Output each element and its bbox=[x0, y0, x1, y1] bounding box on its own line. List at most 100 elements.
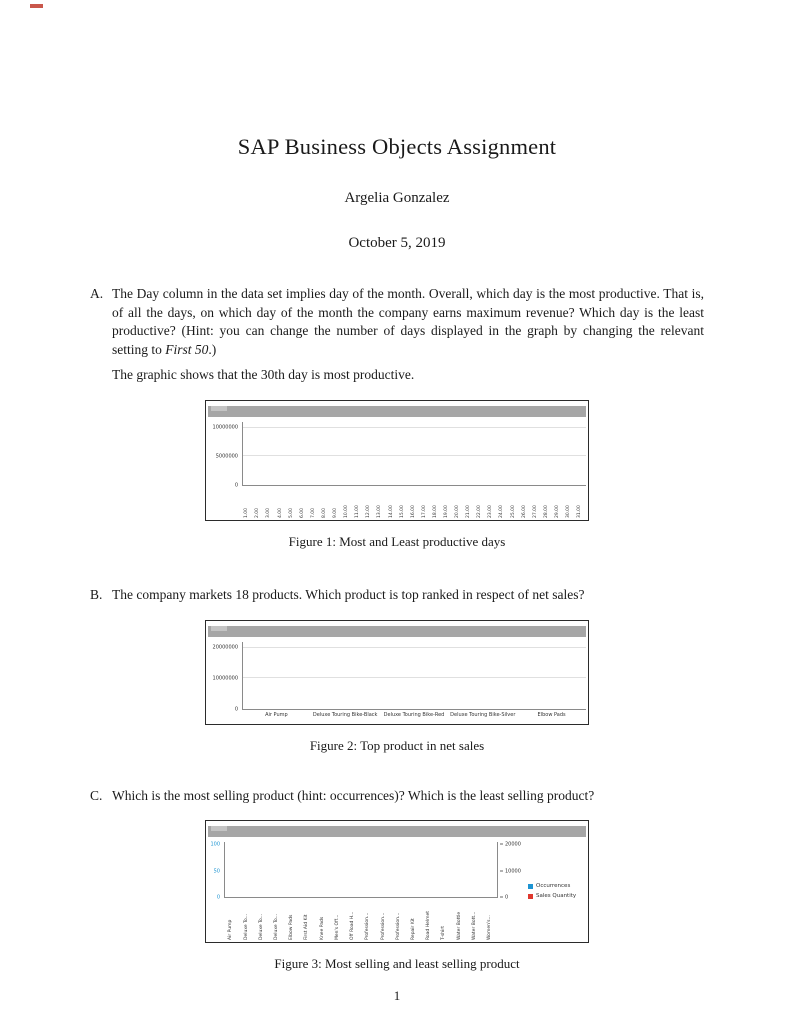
question-b: B. The company markets 18 products. Whic… bbox=[90, 586, 704, 605]
x-tick-label: Deluxe To... bbox=[270, 900, 285, 940]
x-tick-text: 13.00 bbox=[377, 505, 383, 518]
legend-label: Occurrences bbox=[536, 883, 571, 890]
x-tick-label: Deluxe To... bbox=[239, 900, 254, 940]
question-c: C. Which is the most selling product (hi… bbox=[90, 787, 704, 806]
x-tick-text: Women's... bbox=[487, 915, 493, 941]
y-tick-label: 0 bbox=[500, 895, 508, 901]
x-tick-text: 3.00 bbox=[266, 507, 272, 518]
chart-3-x-axis: Air Pump Deluxe To... Deluxe To... Deluxe T… bbox=[224, 900, 498, 940]
x-tick-label: 8.00 bbox=[320, 488, 331, 518]
question-b-label: B. bbox=[90, 586, 103, 602]
x-tick-text: Profession... bbox=[395, 912, 401, 941]
x-tick-text: 24.00 bbox=[499, 505, 505, 518]
x-tick-label: Air Pump bbox=[224, 900, 239, 940]
x-tick-label: First Aid Kit bbox=[300, 900, 315, 940]
x-tick-label: 1.00 bbox=[242, 488, 253, 518]
x-tick-label: 29.00 bbox=[553, 488, 564, 518]
page-corner-artifact bbox=[30, 4, 43, 8]
x-tick-text: T-shirt bbox=[441, 926, 447, 941]
x-tick-text: Profession... bbox=[365, 912, 371, 941]
x-tick-text: 1.00 bbox=[244, 507, 250, 518]
x-tick-label: Profession... bbox=[391, 900, 406, 940]
question-a-text: The Day column in the data set implies d… bbox=[112, 285, 704, 359]
x-tick-label: 30.00 bbox=[564, 488, 575, 518]
x-tick-text: Knee Pads bbox=[319, 916, 325, 941]
x-tick-label: 13.00 bbox=[375, 488, 386, 518]
x-tick-text: 25.00 bbox=[510, 505, 516, 518]
question-b-text: The company markets 18 products. Which p… bbox=[112, 586, 585, 602]
question-c-label: C. bbox=[90, 787, 103, 803]
chart-2-x-axis: Air Pump Deluxe Touring Bike-Black Deluxe … bbox=[242, 710, 586, 722]
x-tick-label: 19.00 bbox=[442, 488, 453, 518]
x-tick-label: 16.00 bbox=[408, 488, 419, 518]
x-tick-label: 22.00 bbox=[475, 488, 486, 518]
chart-3-right-y-axis: 20000 10000 0 bbox=[498, 842, 524, 901]
x-tick-text: Deluxe To... bbox=[243, 914, 249, 941]
x-tick-label: 17.00 bbox=[420, 488, 431, 518]
chart-1-x-axis: 1.00 2.00 3.00 4.00 5.00 6.00 7.00 8.00 9.00 10.0… bbox=[242, 488, 586, 518]
x-tick-text: 29.00 bbox=[554, 505, 560, 518]
x-tick-text: 31.00 bbox=[577, 505, 583, 518]
x-tick-label: 6.00 bbox=[297, 488, 308, 518]
x-tick-label: 28.00 bbox=[542, 488, 553, 518]
y-tick-label: 20000 bbox=[500, 842, 521, 847]
x-tick-label: 14.00 bbox=[386, 488, 397, 518]
x-tick-label: T-shirt bbox=[437, 900, 452, 940]
y-tick-label: 10000000 bbox=[212, 424, 238, 431]
figure-1: 10000000 5000000 0 1.00 2.00 3.00 4.00 5.00 6.0… bbox=[90, 399, 704, 550]
gridline bbox=[243, 455, 586, 457]
occurrences-swatch bbox=[528, 883, 533, 889]
x-tick-label: 25.00 bbox=[508, 488, 519, 518]
chart-3-titlebar-text bbox=[211, 826, 227, 832]
x-tick-label: Profession... bbox=[361, 900, 376, 940]
x-tick-text: Air Pump bbox=[228, 919, 234, 941]
x-tick-text: Deluxe To... bbox=[258, 914, 264, 941]
figure-1-caption: Figure 1: Most and Least productive days bbox=[288, 533, 506, 549]
gridline bbox=[243, 677, 586, 679]
x-tick-text: Elbow Pads bbox=[289, 914, 295, 941]
y-tick-label: 0 bbox=[234, 706, 238, 713]
question-a-label: A. bbox=[90, 286, 104, 301]
figure-3-caption: Figure 3: Most selling and least selling… bbox=[274, 956, 520, 972]
chart-3-left-y-axis: 100 50 0 bbox=[208, 842, 224, 901]
chart-3-plot-area bbox=[224, 842, 498, 899]
gridline bbox=[243, 426, 586, 428]
x-tick-label: 31.00 bbox=[575, 488, 586, 518]
x-tick-label: Deluxe Touring Bike-Red bbox=[383, 711, 445, 718]
y-tick-label: 0 bbox=[216, 894, 220, 901]
x-tick-text: 17.00 bbox=[421, 505, 427, 518]
question-a-text-after: .) bbox=[208, 341, 217, 357]
x-tick-text: Profession... bbox=[380, 912, 386, 941]
x-tick-text: 20.00 bbox=[455, 505, 461, 518]
x-tick-text: Repair Kit bbox=[410, 918, 416, 941]
chart-3-legend: Occurrences Sales Quantity bbox=[524, 842, 586, 940]
figure-3: 100 50 0 Air Pump Deluxe To... Deluxe To... D… bbox=[90, 820, 704, 972]
x-tick-text: 22.00 bbox=[477, 505, 483, 518]
x-tick-text: Off Road H... bbox=[350, 911, 356, 941]
x-tick-text: 19.00 bbox=[443, 505, 449, 518]
x-tick-label: 20.00 bbox=[453, 488, 464, 518]
x-tick-label: Deluxe Touring Bike-Black bbox=[312, 711, 378, 718]
figure-2-caption: Figure 2: Top product in net sales bbox=[309, 737, 485, 753]
x-tick-text: 4.00 bbox=[277, 507, 283, 518]
x-tick-text: 7.00 bbox=[310, 507, 316, 518]
page-title: SAP Business Objects Assignment bbox=[237, 134, 557, 159]
author: Argelia Gonzalez bbox=[344, 190, 450, 206]
x-tick-label: Knee Pads bbox=[315, 900, 330, 940]
x-tick-text: 12.00 bbox=[366, 505, 372, 518]
y-tick-label: 0 bbox=[234, 482, 238, 489]
date: October 5, 2019 bbox=[348, 235, 446, 251]
chart-1-titlebar-text bbox=[211, 405, 227, 411]
x-tick-label: 4.00 bbox=[275, 488, 286, 518]
legend-item: Occurrences bbox=[528, 883, 586, 889]
page-number: 1 bbox=[393, 988, 401, 1003]
chart-2-titlebar bbox=[208, 625, 586, 637]
x-tick-label: 15.00 bbox=[397, 488, 408, 518]
x-tick-label: Water Bottle bbox=[452, 900, 467, 940]
x-tick-text: Water Bottle bbox=[456, 912, 462, 941]
x-tick-text: 11.00 bbox=[355, 505, 361, 518]
question-a: A. The Day column in the data set implie… bbox=[90, 285, 704, 385]
x-tick-text: Water Bott... bbox=[471, 911, 477, 941]
figure-1-chart: 10000000 5000000 0 1.00 2.00 3.00 4.00 5.00 6.0… bbox=[205, 399, 589, 521]
